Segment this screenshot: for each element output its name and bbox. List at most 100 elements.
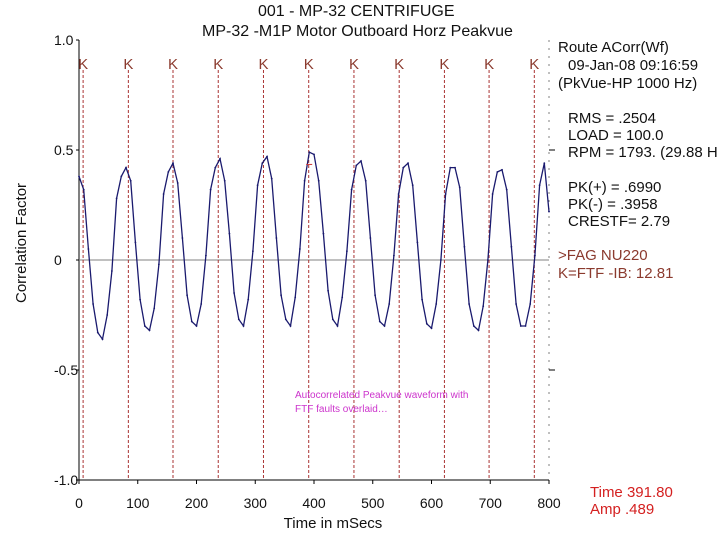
waveform-point <box>463 245 466 248</box>
rms-value: RMS = .2504 <box>568 110 656 127</box>
waveform-point <box>519 325 522 327</box>
waveform-point <box>101 338 104 341</box>
waveform-point <box>284 318 287 321</box>
waveform-point <box>534 254 536 257</box>
waveform-point <box>487 259 489 261</box>
waveform-point <box>82 188 85 191</box>
fault-marker-label: K <box>394 56 404 73</box>
waveform-point <box>402 166 405 169</box>
waveform-point <box>162 193 165 195</box>
waveform-point <box>317 179 320 182</box>
cursor-amp-readout: Amp .489 <box>590 501 654 518</box>
waveform-point <box>543 162 546 165</box>
waveform-point <box>374 294 376 297</box>
waveform-point <box>223 179 226 182</box>
waveform-series <box>78 151 550 341</box>
fault-marker-label: K <box>258 56 268 73</box>
fault-marker-label: K <box>304 56 314 73</box>
waveform-point <box>148 329 151 332</box>
waveform-point <box>294 296 297 299</box>
waveform-point <box>383 325 386 327</box>
waveform-point <box>430 327 433 330</box>
fault-marker-label: K <box>439 56 449 73</box>
plot-frame <box>78 40 550 481</box>
crestf-value: CRESTF= 2.79 <box>568 213 670 230</box>
y-tick-label: 0.5 <box>54 142 74 158</box>
fault-marker-lines <box>82 70 535 480</box>
waveform-point <box>482 305 485 308</box>
waveform-point <box>78 175 80 178</box>
pk-neg-value: PK(-) = .3958 <box>568 196 658 213</box>
waveform-point <box>472 325 475 327</box>
waveform-point <box>242 325 245 327</box>
waveform-point <box>468 303 470 305</box>
waveform-point <box>529 303 532 305</box>
waveform-point <box>261 162 264 165</box>
waveform-point <box>308 151 311 154</box>
waveform-point <box>477 329 480 332</box>
annotation-line-1: Autocorrelated Peakvue waveform with <box>295 390 468 401</box>
x-tick-labels: 0 100 200 300 400 500 600 700 800 <box>75 480 561 511</box>
waveform-point <box>515 303 517 305</box>
waveform-point <box>407 162 409 165</box>
waveform-point <box>364 179 367 182</box>
waveform-point <box>139 298 142 301</box>
waveform-point <box>341 296 344 299</box>
waveform-point <box>266 155 268 158</box>
waveform-point <box>158 263 160 266</box>
waveform-point <box>449 166 452 169</box>
waveform-point <box>275 237 278 239</box>
waveform-point <box>378 320 381 323</box>
datetime-label: 09-Jan-08 09:16:59 <box>568 57 698 74</box>
waveform-point <box>256 184 259 187</box>
waveform-point <box>190 320 193 323</box>
waveform-point <box>129 179 132 182</box>
waveform-point <box>143 325 146 327</box>
waveform-point <box>393 254 395 257</box>
waveform-point <box>111 270 113 272</box>
waveform-point <box>548 210 550 213</box>
cursor-time-readout: Time 391.80 <box>590 484 673 501</box>
waveform-point <box>331 318 334 321</box>
waveform-point <box>444 193 447 195</box>
fault-marker-label: K <box>529 56 539 73</box>
waveform-point <box>491 193 494 195</box>
x-tick-label: 500 <box>361 495 385 511</box>
waveform-point <box>416 241 419 244</box>
x-tick-label: 200 <box>185 495 209 511</box>
waveform-point <box>172 162 174 165</box>
x-axis-label: Time in mSecs <box>284 515 383 532</box>
x-tick-label: 100 <box>126 495 150 511</box>
bearing-label: >FAG NU220 <box>558 247 648 264</box>
waveform-point <box>501 168 503 171</box>
waveform-point <box>510 245 513 248</box>
waveform-point <box>505 188 508 191</box>
waveform-point <box>134 241 137 244</box>
waveform-point <box>538 184 541 187</box>
x-tick-label: 700 <box>479 495 503 511</box>
waveform-point <box>299 248 301 250</box>
y-tick-label: 0 <box>54 252 62 268</box>
x-tick-label: 0 <box>75 495 83 511</box>
waveform-point <box>421 298 423 301</box>
fault-frequency-label: K=FTF -IB: 12.81 <box>558 265 673 282</box>
x-tick-label: 800 <box>537 495 561 511</box>
y-tick-label: -0.5 <box>54 362 78 378</box>
y-tick-label: -1.0 <box>54 472 78 488</box>
waveform-point <box>176 182 179 184</box>
waveform-point <box>313 153 315 156</box>
waveform-point <box>346 250 348 253</box>
x-tick-label: 300 <box>244 495 268 511</box>
waveform-point <box>496 171 499 173</box>
waveform-point <box>219 157 221 160</box>
waveform-point <box>167 171 170 173</box>
annotation-line-2: FTF faults overlaid… <box>295 404 388 415</box>
y-tick-labels: 1.0 0.5 0 -0.5 -1.0 <box>54 32 555 488</box>
pk-pos-value: PK(+) = .6990 <box>568 179 661 196</box>
waveform-point <box>228 232 231 235</box>
waveform-point <box>336 325 339 327</box>
annotation-text-2: FTF faults overlaid… <box>295 404 388 415</box>
waveform-point <box>214 166 217 169</box>
